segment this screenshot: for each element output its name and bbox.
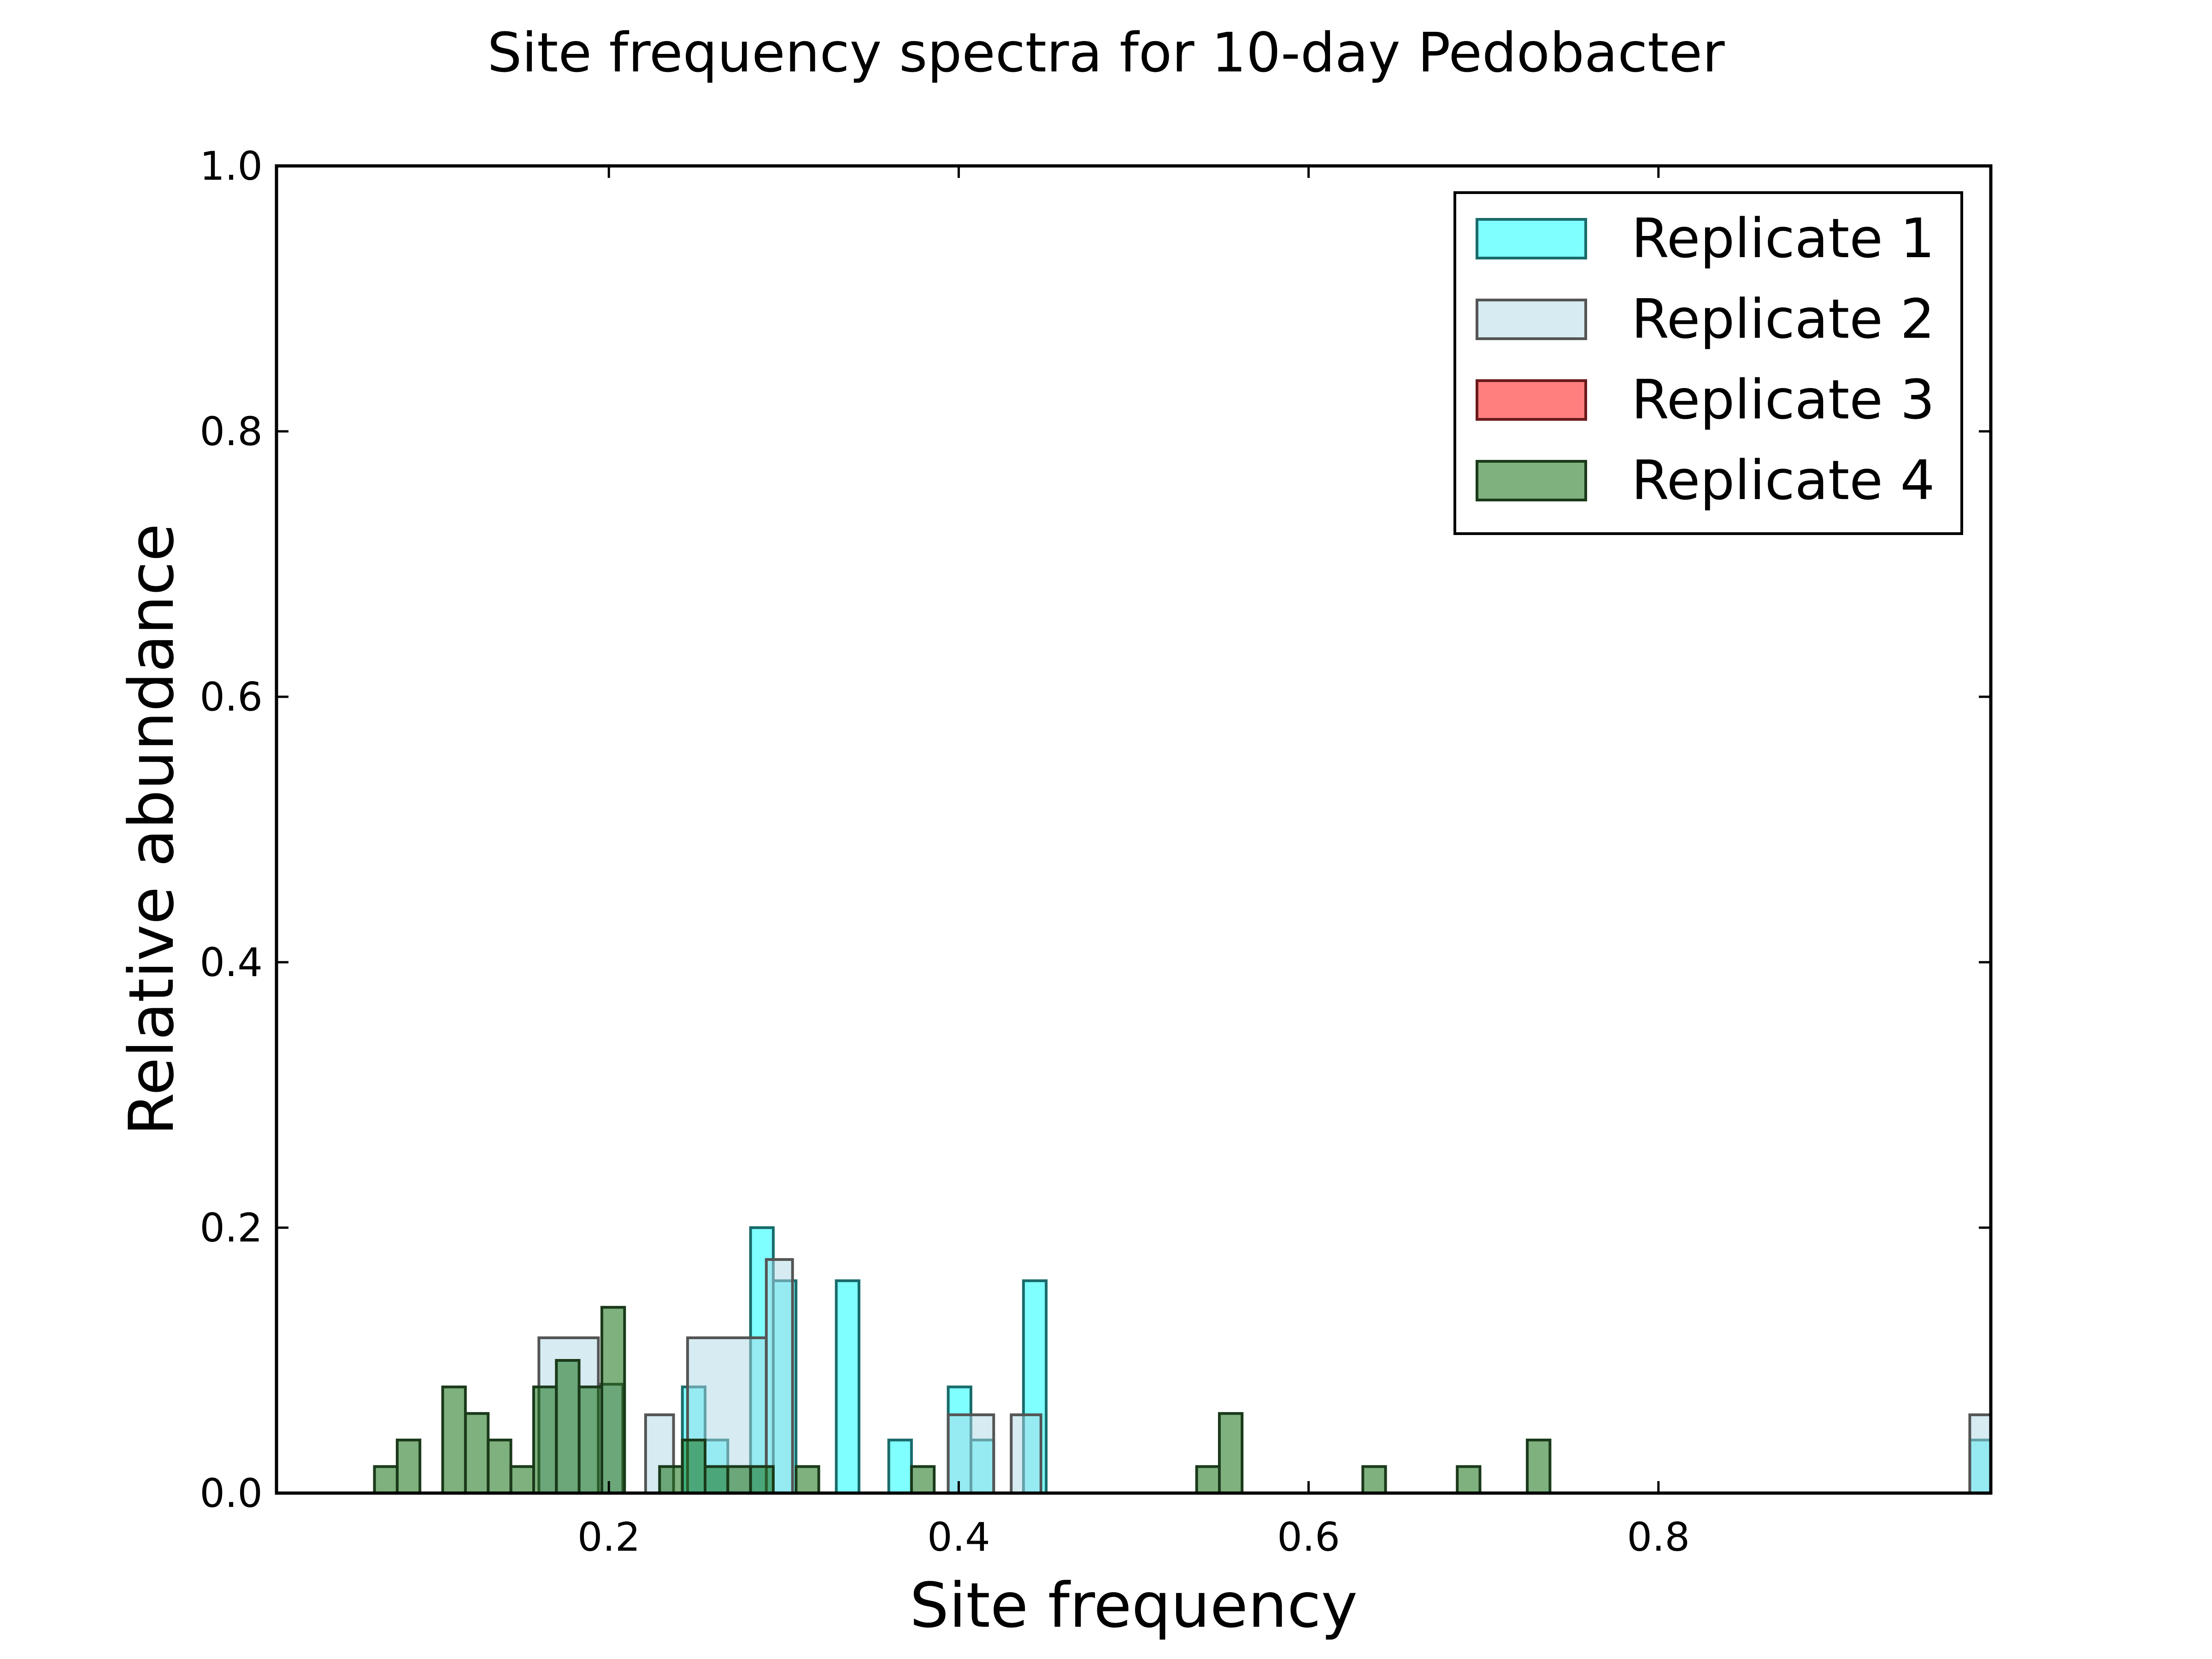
legend-label-replicate-3: Replicate 3 [1631,368,1935,431]
bar-replicate-4-19 [1361,1465,1387,1494]
legend-label-replicate-4: Replicate 4 [1631,448,1935,512]
bar-replicate-4-3 [464,1412,490,1494]
chart-legend: Replicate 1 Replicate 2 Replicate 3 Repl… [1453,191,1963,535]
bar-replicate-2-7 [1968,1413,1992,1495]
bar-replicate-4-12 [704,1465,729,1494]
y-tick-label: 0.8 [200,409,263,455]
bar-replicate-4-5 [509,1465,535,1494]
legend-swatch-replicate-3 [1476,379,1587,421]
x-axis-label: Site frequency [910,1570,1358,1641]
bar-replicate-4-16 [910,1465,936,1494]
bar-replicate-4-11 [681,1438,706,1495]
bar-replicate-4-13 [726,1465,752,1494]
bar-replicate-2-5 [947,1413,995,1495]
bar-replicate-4-10 [658,1465,684,1494]
bar-replicate-4-21 [1526,1438,1552,1495]
bar-replicate-4-9 [600,1306,626,1495]
bar-replicate-4-15 [794,1465,820,1494]
x-tick-label: 0.2 [577,1514,641,1560]
y-tick-label: 0.4 [200,940,263,986]
bar-replicate-4-4 [487,1438,512,1495]
y-tick-label: 1.0 [200,143,263,189]
bar-replicate-1-4 [835,1279,860,1494]
bar-replicate-4-1 [395,1438,422,1495]
bar-replicate-4-6 [532,1385,558,1495]
series-replicate-4 [373,1306,1552,1495]
histogram-bars [373,1226,1992,1495]
bar-replicate-4-20 [1456,1465,1482,1494]
bar-replicate-4-14 [749,1465,775,1494]
y-axis-label: Relative abundance [116,524,188,1135]
bar-replicate-2-6 [1010,1413,1042,1495]
bar-replicate-1-5 [887,1438,913,1495]
x-tick-label: 0.4 [927,1514,990,1560]
legend-label-replicate-1: Replicate 1 [1631,206,1935,270]
chart-title: Site frequency spectra for 10-day Pedoba… [487,21,1725,84]
x-tick-label: 0.8 [1627,1514,1690,1560]
y-tick-label: 0.0 [200,1471,263,1517]
bar-replicate-2-4 [765,1258,794,1495]
bar-replicate-4-18 [1218,1412,1244,1494]
bar-replicate-4-17 [1195,1465,1221,1494]
bar-replicate-4-8 [577,1385,603,1495]
x-tick-label: 0.6 [1277,1514,1340,1560]
y-tick-label: 0.2 [200,1205,263,1251]
plot-frame [275,164,1993,1495]
bar-replicate-4-7 [555,1359,581,1494]
bar-replicate-4-2 [441,1385,467,1495]
bar-replicate-4-0 [373,1465,399,1494]
legend-swatch-replicate-4 [1476,460,1587,501]
y-tick-label: 0.6 [200,674,263,720]
legend-label-replicate-2: Replicate 2 [1631,287,1935,351]
legend-swatch-replicate-1 [1476,218,1587,259]
legend-swatch-replicate-2 [1476,299,1587,340]
